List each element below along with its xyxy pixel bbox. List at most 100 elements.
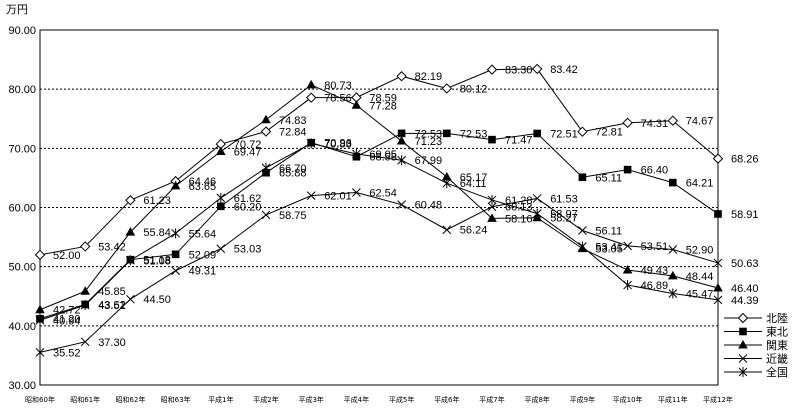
y-tick-label: 50.00 [8,262,36,274]
data-label: 52.90 [686,245,714,257]
asterisk-point-marker [487,194,497,205]
data-label: 35.52 [53,347,81,359]
series-近畿 [35,188,723,357]
triangle-point-marker [442,171,452,181]
x-tick-label: 平成1年 [208,395,233,404]
x-tick-label: 平成3年 [298,395,323,404]
legend-item: 北陸 [724,312,788,325]
x-point-marker [35,347,45,357]
data-label: 61.62 [234,193,262,205]
data-label: 64.11 [460,178,487,190]
data-label: 37.30 [98,337,126,349]
data-label: 78.59 [369,93,397,105]
data-label: 55.84 [143,227,171,239]
data-label: 40.94 [53,315,81,327]
series-line [39,142,719,321]
data-label: 52.09 [189,249,217,261]
x-point-marker [80,337,90,347]
data-label: 45.85 [98,286,126,298]
data-label: 43.51 [98,300,126,312]
y-tick-label: 80.00 [8,84,36,96]
x-point-marker [738,354,748,363]
x-tick-label: 平成7年 [479,395,504,404]
data-label: 71.47 [505,135,533,147]
square-point-marker [397,129,406,138]
square-point-marker [578,173,587,182]
data-label: 74.31 [641,118,669,130]
data-label: 67.99 [415,155,443,167]
data-label: 41.20 [53,314,81,326]
data-label: 56.24 [460,225,488,237]
y-tick-label: 40.00 [8,321,36,333]
x-tick-label: 平成6年 [434,395,459,404]
data-label: 64.21 [686,178,714,190]
data-label: 66.70 [279,163,307,175]
data-label: 51.18 [143,255,171,267]
data-label: 58.27 [550,213,578,225]
square-point-marker [669,178,677,187]
data-label: 61.23 [143,195,171,207]
diamond-point-marker [125,195,136,206]
triangle-point-marker [170,180,181,190]
data-label: 83.42 [550,64,578,76]
x-point-marker [216,244,226,254]
data-label: 53.42 [98,241,126,253]
data-label: 45.47 [686,288,714,300]
data-label: 74.83 [279,115,307,127]
x-tick-label: 平成9年 [570,395,595,404]
data-label: 65.17 [460,172,488,184]
y-tick-label: 60.00 [8,203,36,215]
data-label: 66.40 [641,165,669,177]
square-point-marker [488,135,496,144]
asterisk-point-marker [306,138,316,149]
asterisk-point-marker [578,241,587,252]
data-label: 82.19 [415,71,443,83]
x-tick-label: 平成12年 [703,395,733,404]
data-label: 46.40 [731,283,759,295]
triangle-point-marker [216,146,226,155]
data-label: 53.51 [641,241,669,253]
asterisk-point-marker [532,208,542,219]
legend-label: 北陸 [766,312,788,325]
asterisk-point-marker [623,280,632,291]
x-tick-label: 昭和63年 [161,395,191,404]
data-label: 58.97 [550,209,578,221]
series-line [39,132,719,320]
data-label: 69.47 [234,146,262,158]
triangle-point-marker [668,270,678,280]
x-point-marker [487,202,497,212]
data-label: 74.67 [686,116,714,128]
data-label: 72.84 [279,127,307,139]
data-label: 78.56 [324,93,352,105]
diamond-point-marker [712,153,724,164]
x-point-marker [306,191,316,200]
asterisk-point-marker [713,294,723,305]
data-label: 52.00 [53,250,81,262]
data-label: 53.05 [595,244,623,256]
data-label: 63.65 [189,181,217,193]
x-tick-label: 昭和62年 [115,395,145,404]
asterisk-point-marker [442,178,452,189]
diamond-point-marker [396,71,407,82]
triangle-point-marker [487,213,497,222]
data-label: 43.62 [98,299,126,311]
legend-item: 近畿 [724,352,788,366]
x-axis-ticks: 昭和60年 昭和61年 昭和62年 昭和63年 平成1年 平成2年 平成3年 平成4年 平成5年… [25,395,733,404]
diamond-point-marker [737,312,749,324]
y-axis-unit-label: 万円 [6,3,28,16]
series-layer [34,63,724,357]
data-label: 58.16 [505,213,533,225]
asterisk-point-marker [352,148,361,159]
data-label: 44.39 [731,295,759,307]
series-line [39,68,719,256]
x-point-marker [578,226,587,235]
data-label: 60.13 [505,202,533,214]
data-label: 53.41 [595,241,623,253]
series-line [39,84,719,311]
data-label: 72.81 [595,127,623,139]
legend-label: 東北 [766,326,788,339]
data-label: 72.53 [415,128,443,140]
data-label: 65.11 [595,172,622,184]
